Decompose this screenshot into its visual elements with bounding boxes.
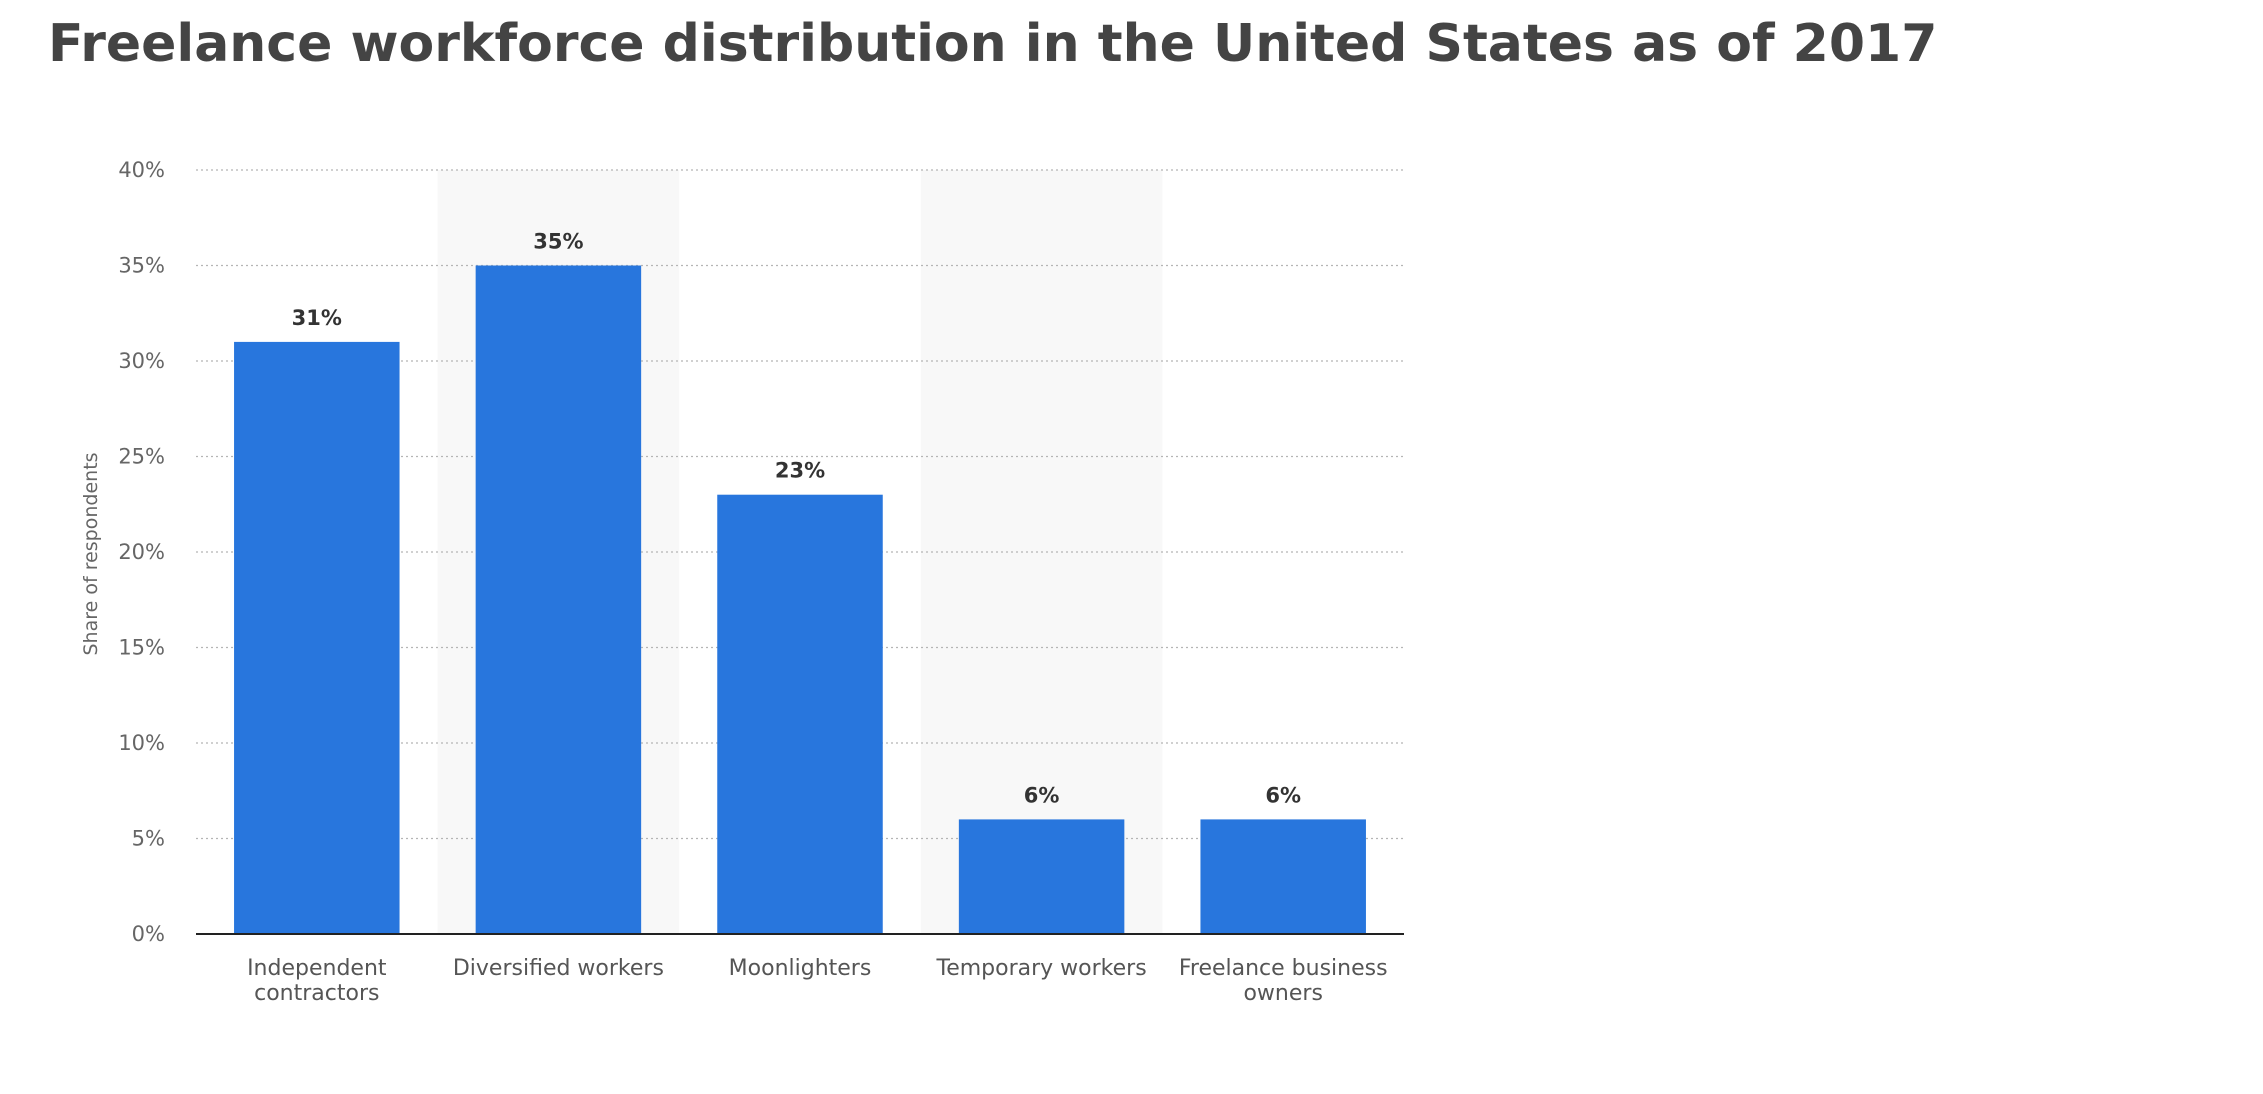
data-label: 31% [292, 306, 342, 330]
y-tick-label: 35% [118, 254, 165, 278]
x-category-label: Freelance business owners [1179, 956, 1388, 1006]
data-label: 6% [1024, 783, 1060, 807]
bar[interactable] [958, 819, 1125, 934]
data-labels: 31% 35% 23% 6% 6% [292, 230, 1301, 808]
y-tick-label: 0% [132, 922, 165, 946]
bar[interactable] [717, 494, 883, 934]
y-axis-ticks: 0% 5% 10% 15% 20% 25% 30% 35% 40% [118, 158, 165, 946]
chart-title: Freelance workforce distribution in the … [48, 14, 1938, 74]
y-tick-label: 20% [118, 540, 165, 564]
y-tick-label: 15% [118, 636, 165, 660]
bar[interactable] [1200, 819, 1366, 934]
bar[interactable] [234, 341, 400, 934]
x-category-label: Independent contractors [247, 956, 387, 1006]
bars [234, 265, 1366, 935]
y-tick-label: 25% [118, 445, 165, 469]
data-label: 35% [533, 230, 583, 254]
y-tick-label: 40% [118, 158, 165, 182]
x-category-label: Moonlighters [729, 956, 872, 981]
x-category-label: Temporary workers [936, 956, 1147, 981]
y-tick-label: 30% [118, 349, 165, 373]
x-category-label: Diversified workers [453, 956, 664, 981]
y-axis-title: Share of respondents [80, 452, 102, 655]
y-tick-label: 10% [118, 731, 165, 755]
y-tick-label: 5% [132, 827, 165, 851]
bar[interactable] [475, 265, 642, 935]
data-label: 23% [775, 459, 825, 483]
data-label: 6% [1265, 783, 1301, 807]
x-axis-categories: Independent contractors Diversified worker… [247, 956, 1387, 1006]
